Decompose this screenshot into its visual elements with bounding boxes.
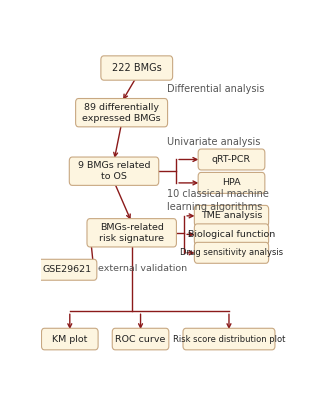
FancyBboxPatch shape: [101, 56, 173, 80]
Text: GSE29621: GSE29621: [43, 265, 92, 274]
Text: 9 BMGs related
to OS: 9 BMGs related to OS: [78, 161, 150, 181]
Text: KM plot: KM plot: [52, 334, 87, 344]
Text: Differential analysis: Differential analysis: [167, 84, 264, 94]
Text: 222 BMGs: 222 BMGs: [112, 63, 162, 73]
FancyBboxPatch shape: [69, 157, 159, 185]
Text: Biological function: Biological function: [188, 230, 275, 239]
Text: 10 classical machine
learning algorithms: 10 classical machine learning algorithms: [167, 189, 269, 212]
FancyBboxPatch shape: [112, 328, 169, 350]
FancyBboxPatch shape: [198, 149, 265, 170]
Text: Risk score distribution plot: Risk score distribution plot: [173, 334, 285, 344]
FancyBboxPatch shape: [183, 328, 275, 350]
FancyBboxPatch shape: [198, 172, 265, 193]
FancyBboxPatch shape: [41, 328, 98, 350]
FancyBboxPatch shape: [38, 259, 97, 280]
Text: Univariate analysis: Univariate analysis: [167, 137, 260, 147]
FancyBboxPatch shape: [194, 205, 269, 226]
Text: Drug sensitivity analysis: Drug sensitivity analysis: [180, 248, 283, 257]
Text: ROC curve: ROC curve: [115, 334, 166, 344]
Text: 89 differentially
expressed BMGs: 89 differentially expressed BMGs: [82, 103, 161, 123]
Text: HPA: HPA: [222, 178, 241, 188]
FancyBboxPatch shape: [194, 242, 269, 263]
FancyBboxPatch shape: [87, 219, 176, 247]
Text: BMGs-related
risk signature: BMGs-related risk signature: [99, 223, 164, 243]
Text: TME analysis: TME analysis: [201, 211, 262, 220]
FancyBboxPatch shape: [194, 224, 269, 245]
Text: external validation: external validation: [97, 264, 187, 273]
Text: qRT-PCR: qRT-PCR: [212, 155, 251, 164]
FancyBboxPatch shape: [76, 98, 168, 127]
